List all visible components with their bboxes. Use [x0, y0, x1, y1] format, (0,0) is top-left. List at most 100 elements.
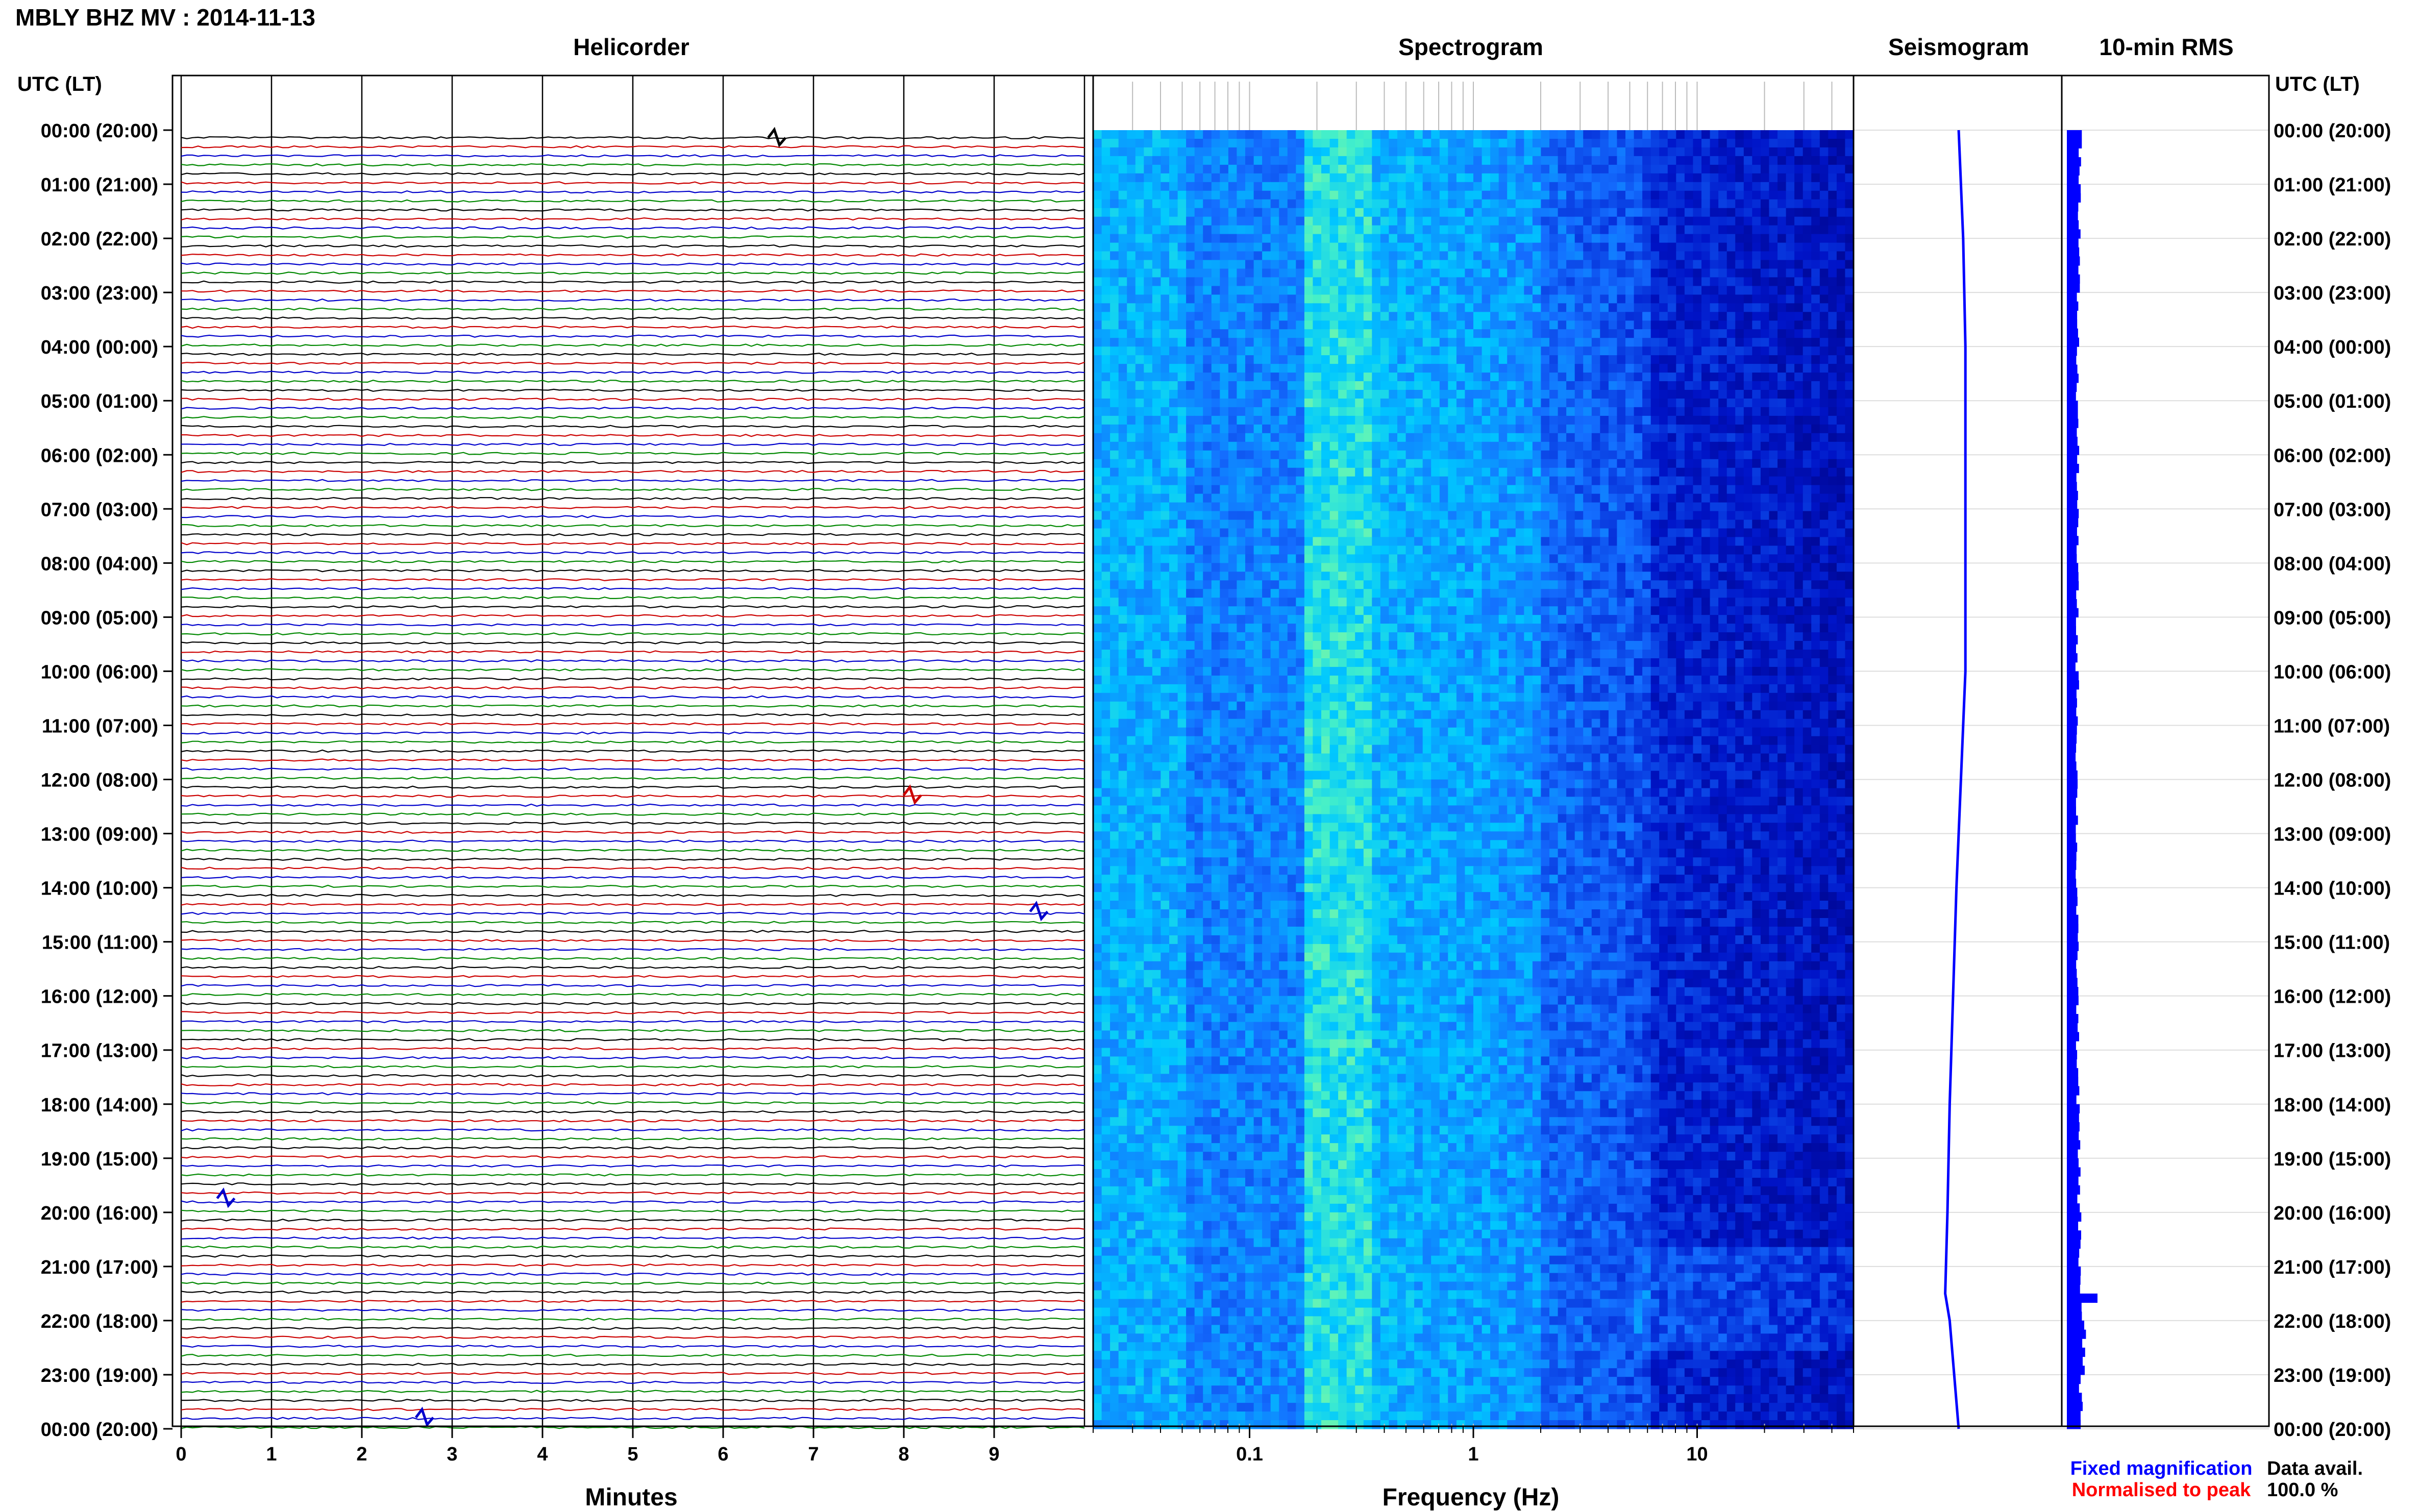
spectrogram-cell: [1127, 277, 1136, 286]
spectrogram-cell: [1693, 390, 1702, 399]
spectrogram-cell: [1380, 493, 1390, 503]
spectrogram-cell: [1161, 234, 1170, 243]
spectrogram-cell: [1245, 260, 1254, 269]
spectrogram-cell: [1405, 199, 1415, 209]
spectrogram-cell: [1574, 554, 1584, 563]
spectrogram-cell: [1203, 312, 1212, 321]
spectrogram-cell: [1482, 320, 1491, 330]
spectrogram-cell: [1726, 320, 1736, 330]
spectrogram-cell: [1203, 242, 1212, 252]
spectrogram-cell: [1769, 156, 1778, 165]
spectrogram-cell: [1346, 312, 1355, 321]
spectrogram-cell: [1794, 164, 1804, 174]
spectrogram-cell: [1118, 277, 1127, 286]
spectrogram-cell: [1684, 156, 1694, 165]
spectrogram-cell: [1144, 424, 1153, 434]
spectrogram-cell: [1845, 433, 1854, 442]
spectrogram-cell: [1287, 242, 1296, 252]
spectrogram-cell: [1203, 598, 1212, 607]
spectrogram-cell: [1152, 381, 1162, 390]
spectrogram-cell: [1760, 407, 1770, 416]
spectrogram-cell: [1422, 199, 1431, 209]
spectrogram-cell: [1634, 441, 1643, 451]
spectrogram-cell: [1794, 260, 1804, 269]
spectrogram-cell: [1194, 130, 1203, 139]
spectrogram-cell: [1363, 268, 1372, 278]
spectrogram-cell: [1211, 260, 1220, 269]
spectrogram-cell: [1431, 572, 1440, 581]
spectrogram-cell: [1203, 476, 1212, 486]
spectrogram-cell: [1211, 216, 1220, 226]
spectrogram-cell: [1803, 268, 1812, 278]
spectrogram-cell: [1591, 459, 1600, 468]
spectrogram-cell: [1617, 286, 1626, 295]
spectrogram-cell: [1144, 598, 1153, 607]
spectrogram-cell: [1279, 511, 1288, 520]
spectrogram-cell: [1591, 598, 1600, 607]
spectrogram-cell: [1355, 450, 1364, 460]
spectrogram-cell: [1726, 424, 1736, 434]
spectrogram-cell: [1650, 182, 1660, 191]
spectrogram-cell: [1363, 199, 1372, 209]
spectrogram-cell: [1194, 476, 1203, 486]
spectrogram-cell: [1482, 493, 1491, 503]
spectrogram-cell: [1473, 147, 1483, 157]
spectrogram-cell: [1338, 312, 1347, 321]
spectrogram-cell: [1507, 459, 1516, 468]
spectrogram-cell: [1625, 173, 1635, 183]
spectrogram-cell: [1498, 251, 1508, 261]
spectrogram-cell: [1634, 373, 1643, 382]
spectrogram-cell: [1617, 415, 1626, 425]
spectrogram-cell: [1676, 329, 1685, 338]
spectrogram-cell: [1718, 502, 1727, 512]
spectrogram-cell: [1659, 450, 1668, 460]
spectrogram-cell: [1144, 312, 1153, 321]
spectrogram-cell: [1296, 399, 1305, 408]
spectrogram-cell: [1439, 399, 1448, 408]
spectrogram-cell: [1828, 424, 1837, 434]
spectrogram-cell: [1279, 493, 1288, 503]
spectrogram-cell: [1650, 139, 1660, 148]
spectrogram-cell: [1743, 346, 1752, 356]
spectrogram-cell: [1693, 294, 1702, 304]
spectrogram-cell: [1380, 355, 1390, 364]
spectrogram-cell: [1583, 554, 1592, 563]
spectrogram-cell: [1507, 450, 1516, 460]
spectrogram-cell: [1558, 373, 1567, 382]
spectrogram-cell: [1363, 346, 1372, 356]
spectrogram-cell: [1811, 493, 1820, 503]
spectrogram-cell: [1177, 502, 1187, 512]
spectrogram-cell: [1186, 511, 1195, 520]
spectrogram-cell: [1321, 164, 1330, 174]
spectrogram-cell: [1355, 580, 1364, 589]
spectrogram-cell: [1270, 441, 1279, 451]
spectrogram-cell: [1743, 320, 1752, 330]
spectrogram-cell: [1794, 182, 1804, 191]
spectrogram-cell: [1346, 190, 1355, 200]
spectrogram-cell: [1405, 173, 1415, 183]
spectrogram-cell: [1422, 260, 1431, 269]
spectrogram-cell: [1735, 338, 1744, 347]
spectrogram-cell: [1769, 216, 1778, 226]
spectrogram-cell: [1845, 528, 1854, 538]
spectrogram-cell: [1574, 303, 1584, 312]
spectrogram-cell: [1490, 156, 1499, 165]
spectrogram-cell: [1169, 433, 1178, 442]
spectrogram-cell: [1321, 390, 1330, 399]
spectrogram-cell: [1118, 373, 1127, 382]
spectrogram-cell: [1177, 511, 1187, 520]
spectrogram-cell: [1642, 303, 1651, 312]
spectrogram-cell: [1321, 190, 1330, 200]
spectrogram-cell: [1135, 407, 1144, 416]
spectrogram-cell: [1608, 320, 1618, 330]
spectrogram-cell: [1144, 355, 1153, 364]
spectrogram-cell: [1752, 580, 1761, 589]
spectrogram-cell: [1566, 242, 1575, 252]
spectrogram-cell: [1313, 407, 1322, 416]
spectrogram-cell: [1710, 329, 1719, 338]
spectrogram-cell: [1667, 173, 1676, 183]
spectrogram-cell: [1439, 381, 1448, 390]
spectrogram-cell: [1127, 130, 1136, 139]
spectrogram-cell: [1498, 441, 1508, 451]
spectrogram-cell: [1093, 606, 1102, 615]
